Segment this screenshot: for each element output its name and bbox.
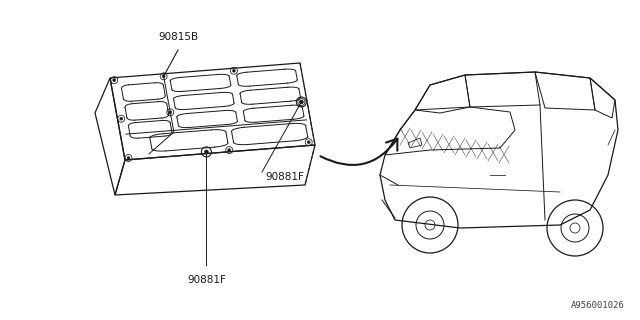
Circle shape bbox=[120, 117, 123, 120]
Circle shape bbox=[169, 111, 172, 114]
Circle shape bbox=[232, 69, 236, 72]
Text: 90881F: 90881F bbox=[187, 275, 226, 285]
Circle shape bbox=[204, 150, 209, 154]
Text: 90881F: 90881F bbox=[265, 172, 304, 182]
Circle shape bbox=[307, 141, 310, 144]
Circle shape bbox=[162, 75, 165, 78]
Text: 90815B: 90815B bbox=[158, 32, 198, 42]
Circle shape bbox=[300, 100, 303, 104]
Circle shape bbox=[127, 156, 130, 160]
Text: A956001026: A956001026 bbox=[572, 301, 625, 310]
Circle shape bbox=[113, 79, 116, 82]
FancyArrowPatch shape bbox=[321, 139, 397, 165]
Circle shape bbox=[228, 148, 230, 152]
Circle shape bbox=[300, 100, 303, 103]
